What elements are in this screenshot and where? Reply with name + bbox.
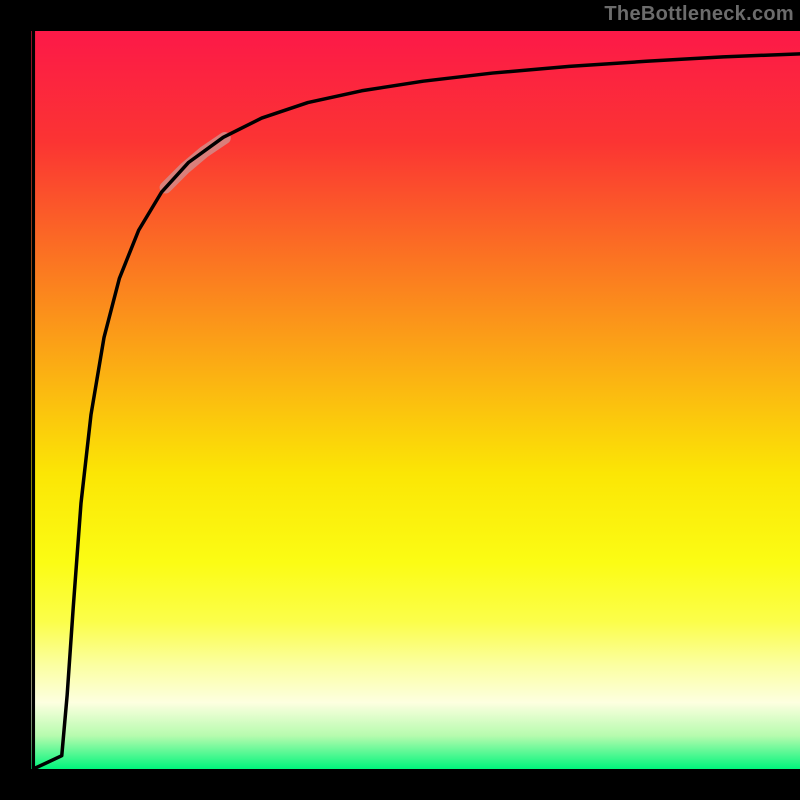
watermark-text: TheBottleneck.com xyxy=(604,3,794,26)
plot-area xyxy=(31,31,800,769)
curve-layer xyxy=(31,31,800,769)
bottleneck-curve xyxy=(33,31,800,769)
